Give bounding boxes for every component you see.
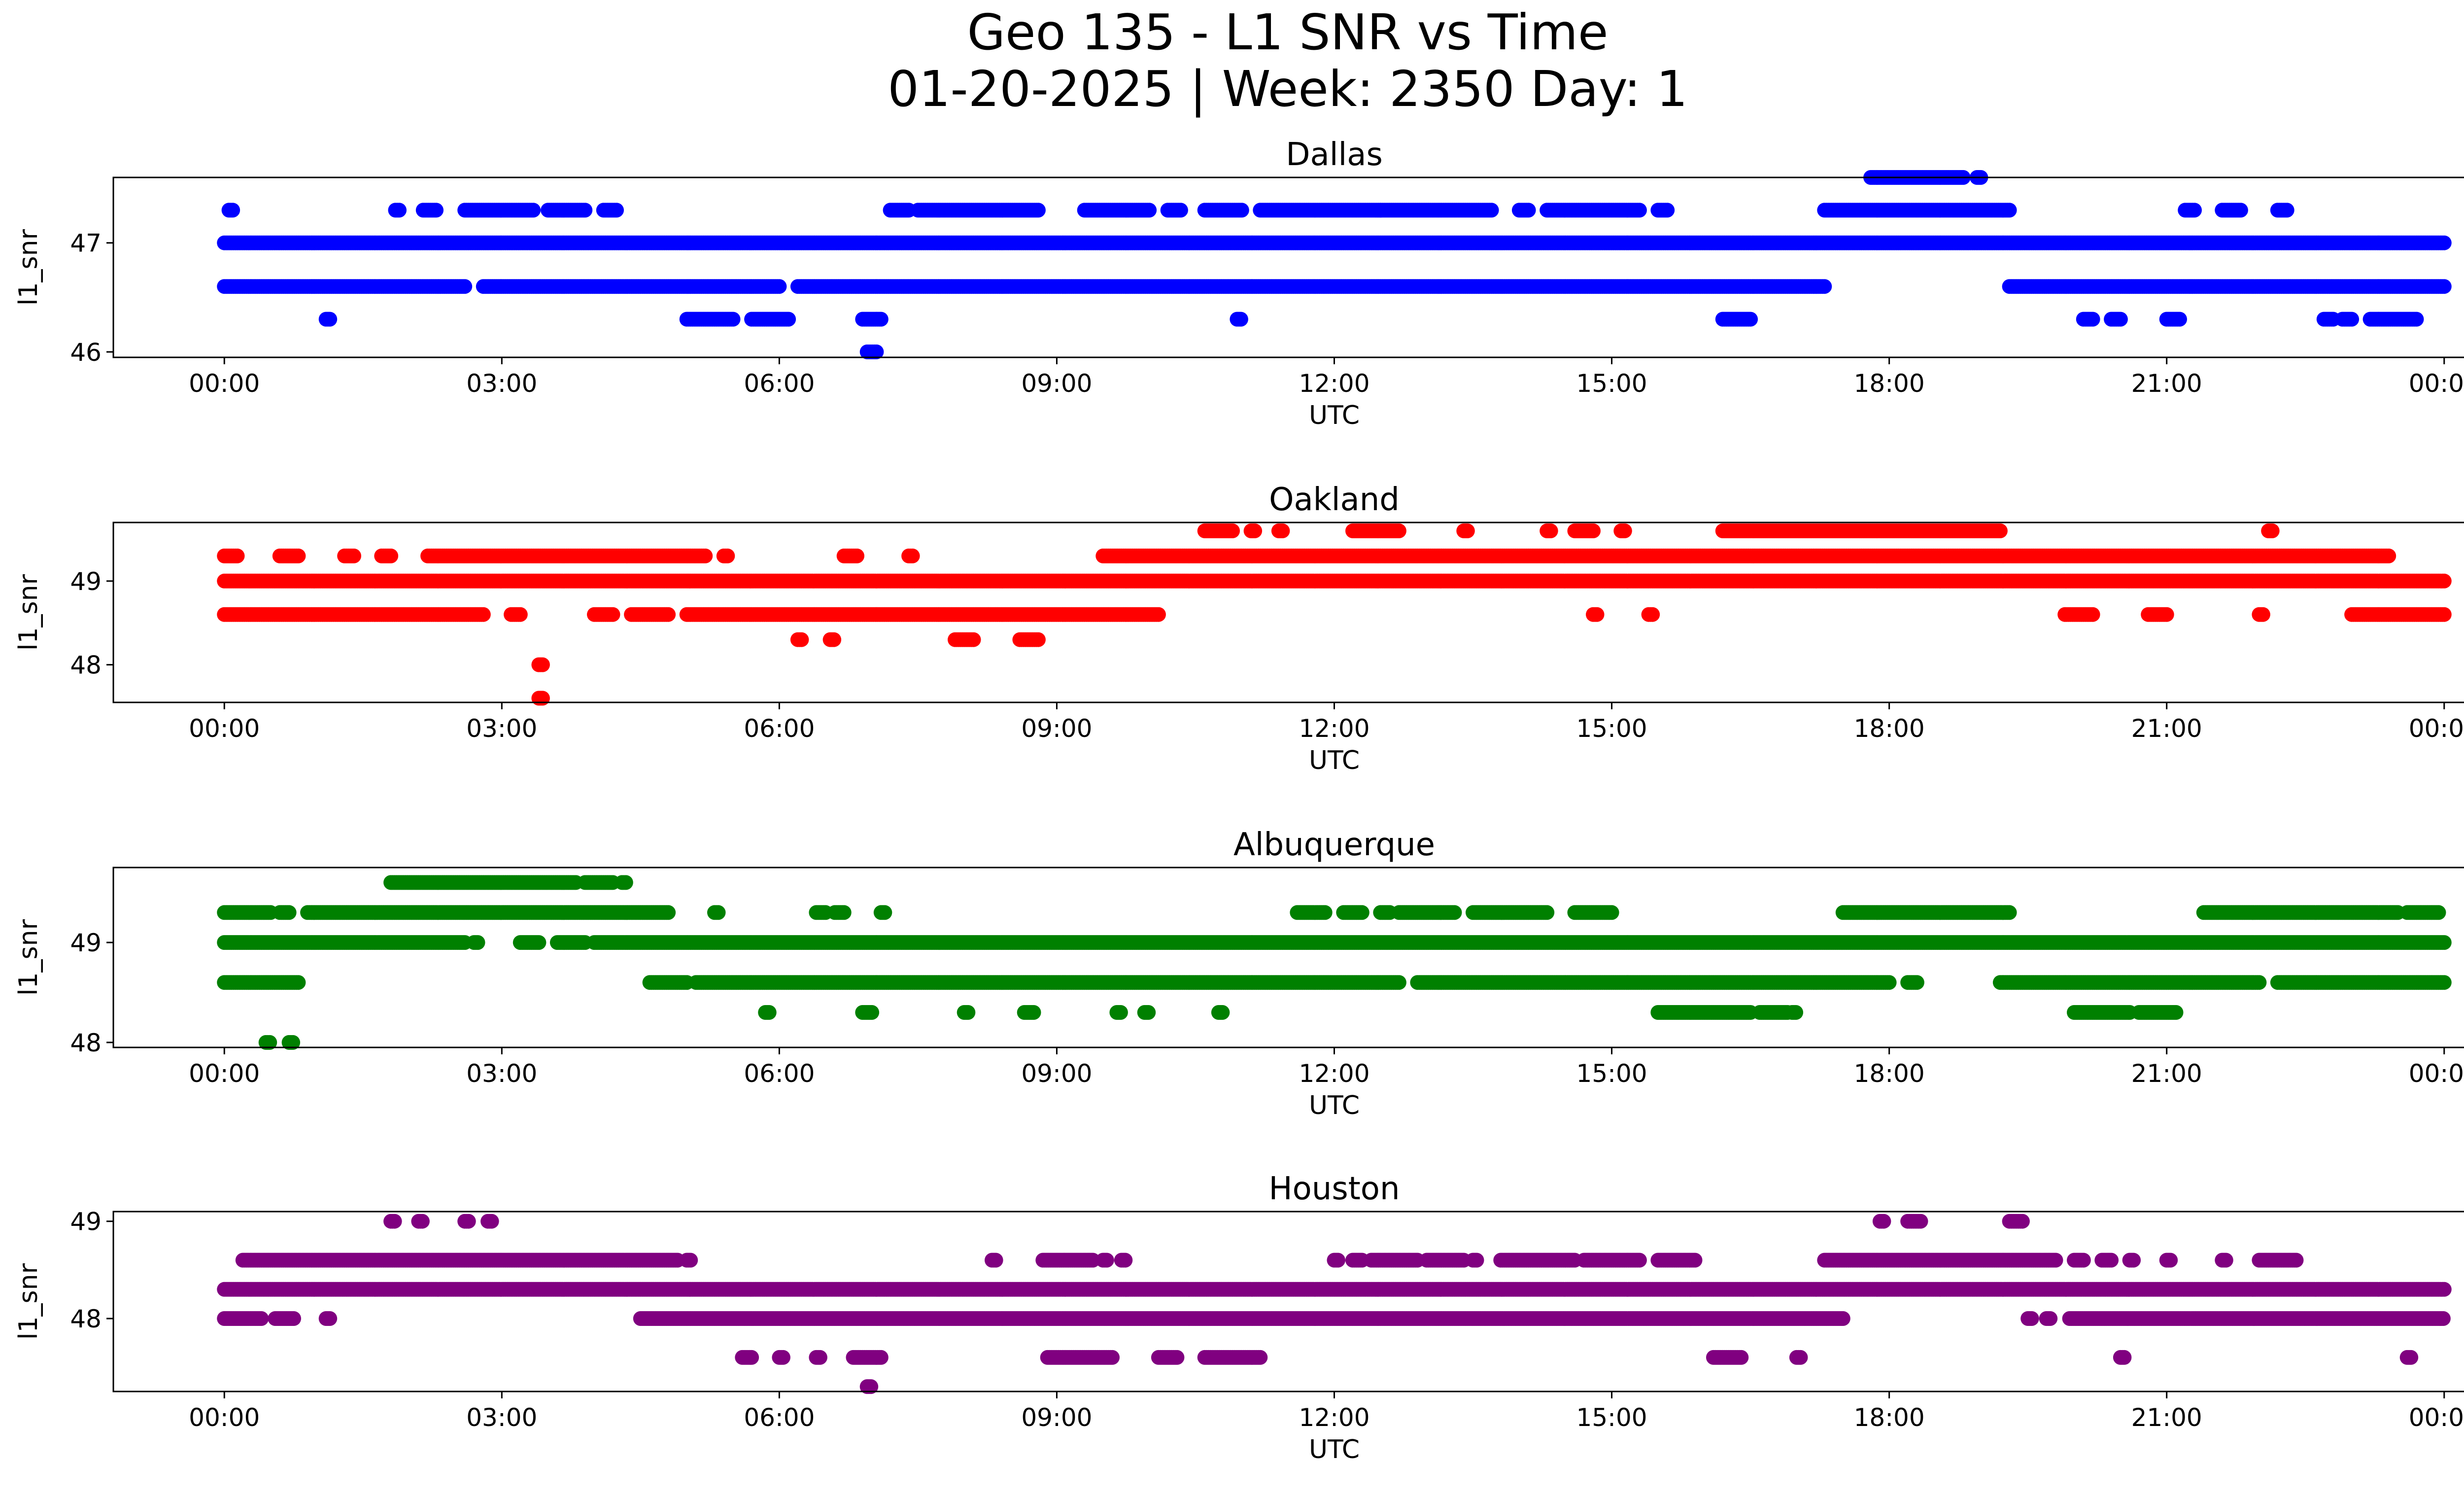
- subplot-title: Dallas: [1286, 137, 1383, 173]
- data-point: [457, 279, 473, 294]
- data-point: [772, 279, 787, 294]
- data-point: [2002, 203, 2017, 218]
- data-point: [2187, 203, 2202, 218]
- x-tick-label: 18:00: [1854, 369, 1925, 398]
- x-tick-label: 09:00: [1021, 369, 1092, 398]
- data-point: [605, 607, 620, 622]
- data-point: [781, 312, 796, 327]
- data-point: [1173, 203, 1188, 218]
- y-tick-label: 46: [70, 338, 102, 367]
- data-point: [1632, 203, 1647, 218]
- figure-title-line2: 01-20-2025 | Week: 2350 Day: 1: [888, 60, 1687, 118]
- x-tick-label: 12:00: [1299, 369, 1369, 398]
- data-point: [225, 203, 240, 218]
- data-point: [2233, 203, 2248, 218]
- scatter-series: [217, 523, 2452, 706]
- data-point: [346, 548, 361, 563]
- figure-title-line1: Geo 135 - L1 SNR vs Time: [967, 3, 1608, 61]
- data-point: [2085, 312, 2100, 327]
- data-point: [2172, 312, 2187, 327]
- data-point: [578, 203, 593, 218]
- data-point: [2436, 279, 2452, 294]
- x-tick-label: 06:00: [744, 369, 815, 398]
- x-axis-label: UTC: [1309, 401, 1360, 430]
- data-point: [873, 312, 889, 327]
- data-point: [322, 312, 338, 327]
- data-point: [2409, 312, 2424, 327]
- data-point: [1151, 607, 1166, 622]
- data-point: [2344, 312, 2360, 327]
- data-point: [2255, 607, 2270, 622]
- data-point: [1589, 607, 1605, 622]
- data-point: [1521, 203, 1536, 218]
- y-tick-label: 47: [70, 229, 102, 258]
- data-point: [1743, 312, 1758, 327]
- data-point: [1660, 203, 1675, 218]
- data-point: [1817, 279, 1832, 294]
- data-point: [850, 548, 864, 563]
- data-point: [2436, 573, 2452, 589]
- data-point: [476, 607, 491, 622]
- data-point: [2113, 312, 2128, 327]
- x-tick-label: 00:00: [189, 369, 260, 398]
- data-point: [2085, 607, 2100, 622]
- data-point: [230, 548, 245, 563]
- data-point: [1233, 312, 1248, 327]
- subplot-title: Oakland: [1269, 482, 1400, 518]
- x-tick-label: 21:00: [2131, 369, 2202, 398]
- y-axis-label: l1_snr: [14, 229, 43, 306]
- data-point: [1030, 203, 1046, 218]
- scatter-series: [217, 170, 2452, 359]
- data-point: [1484, 203, 1499, 218]
- data-point: [513, 607, 528, 622]
- data-point: [392, 203, 407, 218]
- data-point: [526, 203, 541, 218]
- data-point: [905, 548, 920, 563]
- data-point: [383, 548, 399, 563]
- data-point: [2436, 235, 2452, 250]
- data-point: [1142, 203, 1157, 218]
- data-point: [2279, 203, 2294, 218]
- data-point: [291, 548, 306, 563]
- data-point: [1645, 607, 1660, 622]
- x-tick-label: 03:00: [466, 369, 537, 398]
- data-point: [661, 607, 676, 622]
- x-tick-label: 00:00: [2409, 369, 2464, 398]
- data-point: [2159, 607, 2174, 622]
- data-point: [429, 203, 444, 218]
- data-point: [1234, 203, 1249, 218]
- data-point: [698, 548, 713, 563]
- data-point: [725, 312, 741, 327]
- x-tick-label: 15:00: [1576, 369, 1647, 398]
- data-point: [2436, 607, 2452, 622]
- subplot-dallas: Dallas 00:00 03:00 06:00 09:00 12:00 15:00 18:0…: [14, 137, 2464, 430]
- data-point: [609, 203, 624, 218]
- data-point: [720, 548, 735, 563]
- subplots: Dallas 00:00 03:00 06:00 09:00 12:00 15:00 18:0…: [14, 137, 2464, 1464]
